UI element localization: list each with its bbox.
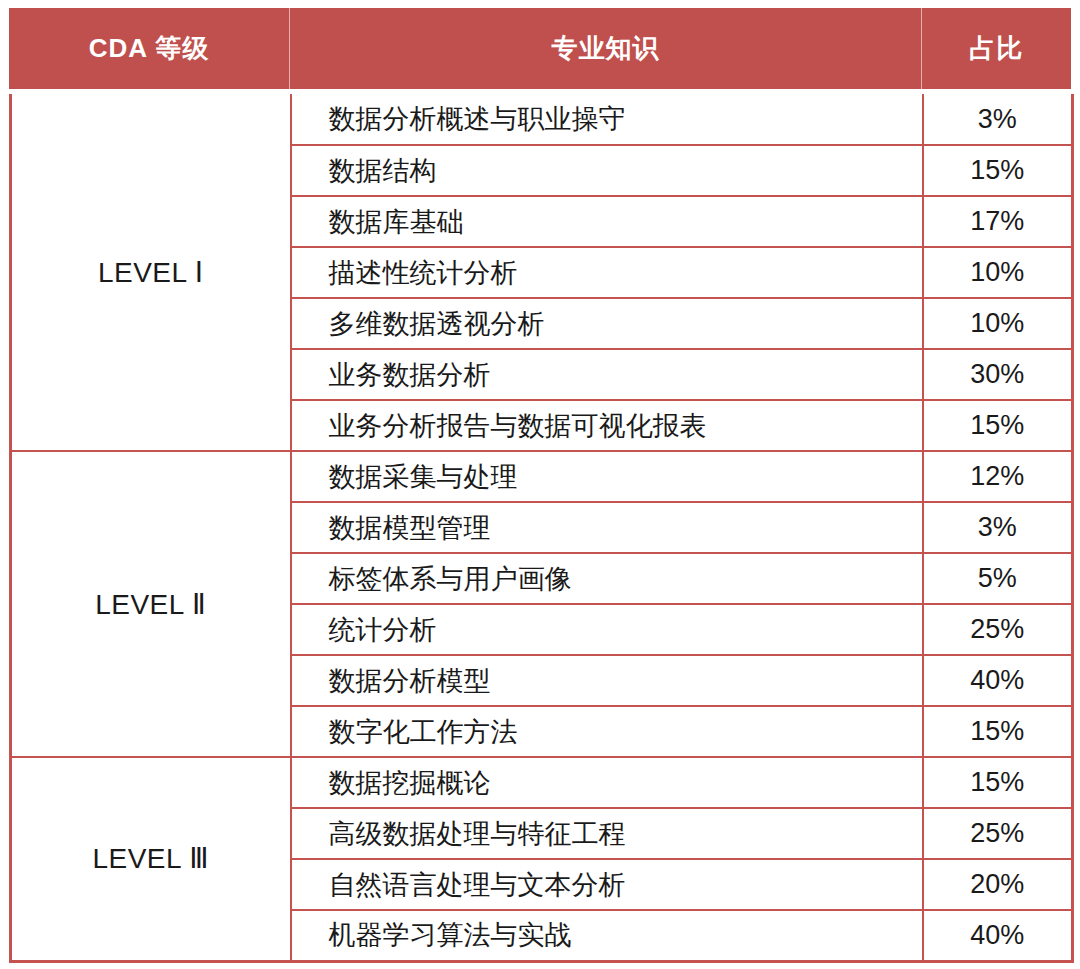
subject-cell: 业务数据分析 — [291, 349, 923, 400]
share-cell: 5% — [923, 553, 1073, 604]
subject-cell: 数据结构 — [291, 145, 923, 196]
header-knowledge: 专业知识 — [289, 8, 921, 89]
share-cell: 10% — [923, 298, 1073, 349]
header-share: 占比 — [921, 8, 1071, 89]
share-cell: 25% — [923, 604, 1073, 655]
share-cell: 25% — [923, 808, 1073, 859]
level-cell-3: LEVEL Ⅲ — [11, 757, 291, 961]
subject-cell: 数据挖掘概论 — [291, 757, 923, 808]
cda-knowledge-table: LEVEL Ⅰ 数据分析概述与职业操守 3% 数据结构 15% 数据库基础 17… — [9, 94, 1074, 963]
subject-cell: 统计分析 — [291, 604, 923, 655]
table-row: LEVEL Ⅲ 数据挖掘概论 15% — [11, 757, 1073, 808]
subject-cell: 机器学习算法与实战 — [291, 910, 923, 961]
share-cell: 40% — [923, 910, 1073, 961]
share-cell: 30% — [923, 349, 1073, 400]
share-cell: 17% — [923, 196, 1073, 247]
subject-cell: 数字化工作方法 — [291, 706, 923, 757]
subject-cell: 多维数据透视分析 — [291, 298, 923, 349]
share-cell: 15% — [923, 400, 1073, 451]
share-cell: 20% — [923, 859, 1073, 910]
table-row: LEVEL Ⅱ 数据采集与处理 12% — [11, 451, 1073, 502]
cda-exam-weight-table-page: CDA 等级 专业知识 占比 LEVEL Ⅰ 数据分析概述与职业操守 3% 数据… — [0, 0, 1080, 969]
share-cell: 3% — [923, 94, 1073, 145]
subject-cell: 描述性统计分析 — [291, 247, 923, 298]
share-cell: 10% — [923, 247, 1073, 298]
table-header-row: CDA 等级 专业知识 占比 — [9, 8, 1071, 89]
subject-cell: 数据分析模型 — [291, 655, 923, 706]
subject-cell: 自然语言处理与文本分析 — [291, 859, 923, 910]
header-cda-level: CDA 等级 — [9, 8, 289, 89]
share-cell: 15% — [923, 706, 1073, 757]
subject-cell: 数据库基础 — [291, 196, 923, 247]
level-cell-2: LEVEL Ⅱ — [11, 451, 291, 757]
subject-cell: 数据分析概述与职业操守 — [291, 94, 923, 145]
subject-cell: 标签体系与用户画像 — [291, 553, 923, 604]
share-cell: 15% — [923, 145, 1073, 196]
share-cell: 40% — [923, 655, 1073, 706]
subject-cell: 数据模型管理 — [291, 502, 923, 553]
subject-cell: 高级数据处理与特征工程 — [291, 808, 923, 859]
subject-cell: 业务分析报告与数据可视化报表 — [291, 400, 923, 451]
table-row: LEVEL Ⅰ 数据分析概述与职业操守 3% — [11, 94, 1073, 145]
level-cell-1: LEVEL Ⅰ — [11, 94, 291, 451]
subject-cell: 数据采集与处理 — [291, 451, 923, 502]
share-cell: 3% — [923, 502, 1073, 553]
share-cell: 15% — [923, 757, 1073, 808]
share-cell: 12% — [923, 451, 1073, 502]
